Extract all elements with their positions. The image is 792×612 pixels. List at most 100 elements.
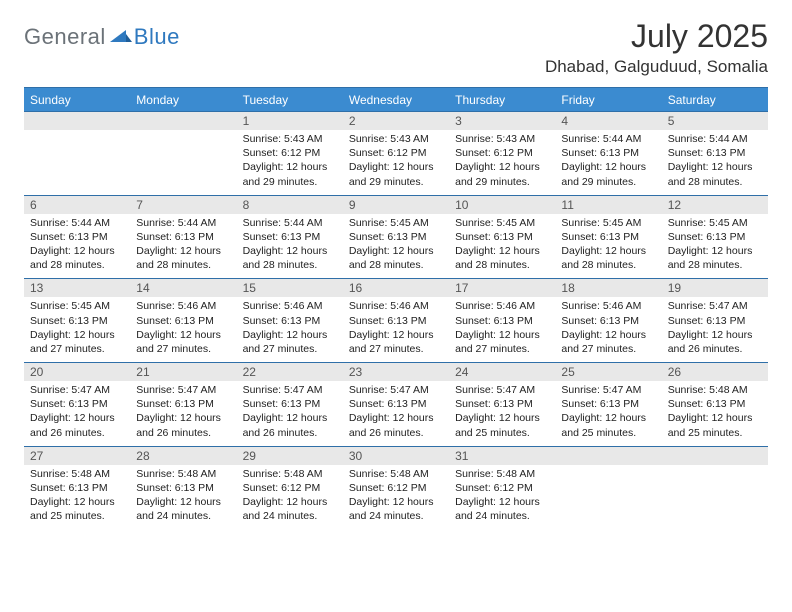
sunset-text: Sunset: 6:13 PM [668, 314, 762, 328]
sunrise-text: Sunrise: 5:46 AM [243, 299, 337, 313]
day-cell: Sunrise: 5:46 AMSunset: 6:13 PMDaylight:… [449, 297, 555, 362]
daylight-text-1: Daylight: 12 hours [349, 411, 443, 425]
daylight-text-2: and 26 minutes. [668, 342, 762, 356]
weekday-header-row: SundayMondayTuesdayWednesdayThursdayFrid… [24, 88, 768, 111]
day-cell: Sunrise: 5:47 AMSunset: 6:13 PMDaylight:… [343, 381, 449, 446]
day-body-row: Sunrise: 5:48 AMSunset: 6:13 PMDaylight:… [24, 465, 768, 530]
sunset-text: Sunset: 6:12 PM [243, 481, 337, 495]
sunset-text: Sunset: 6:13 PM [30, 481, 124, 495]
daylight-text-1: Daylight: 12 hours [243, 495, 337, 509]
day-number [662, 447, 768, 465]
daylight-text-2: and 27 minutes. [349, 342, 443, 356]
day-number: 30 [343, 447, 449, 465]
title-block: July 2025 Dhabad, Galguduud, Somalia [545, 18, 768, 77]
day-number: 2 [343, 112, 449, 130]
daylight-text-1: Daylight: 12 hours [668, 244, 762, 258]
daylight-text-1: Daylight: 12 hours [243, 244, 337, 258]
sunset-text: Sunset: 6:13 PM [30, 397, 124, 411]
sunset-text: Sunset: 6:13 PM [561, 314, 655, 328]
day-cell [130, 130, 236, 195]
sunrise-text: Sunrise: 5:47 AM [349, 383, 443, 397]
daylight-text-2: and 28 minutes. [136, 258, 230, 272]
daylight-text-2: and 25 minutes. [561, 426, 655, 440]
day-number: 18 [555, 279, 661, 297]
daylight-text-2: and 24 minutes. [243, 509, 337, 523]
sunset-text: Sunset: 6:12 PM [349, 146, 443, 160]
sunrise-text: Sunrise: 5:43 AM [349, 132, 443, 146]
day-number: 29 [237, 447, 343, 465]
day-cell: Sunrise: 5:47 AMSunset: 6:13 PMDaylight:… [130, 381, 236, 446]
sunset-text: Sunset: 6:12 PM [349, 481, 443, 495]
daylight-text-1: Daylight: 12 hours [243, 328, 337, 342]
daylight-text-2: and 25 minutes. [30, 509, 124, 523]
daylight-text-2: and 24 minutes. [455, 509, 549, 523]
daylight-text-1: Daylight: 12 hours [136, 411, 230, 425]
day-number: 20 [24, 363, 130, 381]
sunset-text: Sunset: 6:13 PM [136, 397, 230, 411]
daylight-text-2: and 29 minutes. [561, 175, 655, 189]
day-number [24, 112, 130, 130]
sunrise-text: Sunrise: 5:46 AM [349, 299, 443, 313]
sunset-text: Sunset: 6:13 PM [561, 230, 655, 244]
sunrise-text: Sunrise: 5:45 AM [455, 216, 549, 230]
day-number: 14 [130, 279, 236, 297]
day-cell: Sunrise: 5:48 AMSunset: 6:13 PMDaylight:… [662, 381, 768, 446]
day-number: 1 [237, 112, 343, 130]
weekday-header: Thursday [449, 88, 555, 111]
day-number: 22 [237, 363, 343, 381]
day-body-row: Sunrise: 5:44 AM Sunset: 6:13 PM Daylight:… [24, 214, 768, 279]
daylight-text-2: and 24 minutes. [136, 509, 230, 523]
day-number: 24 [449, 363, 555, 381]
daylight-text-1: Daylight: 12 hours [136, 495, 230, 509]
day-number-row: 13141516171819 [24, 278, 768, 297]
day-number: 13 [24, 279, 130, 297]
day-number [130, 112, 236, 130]
sunrise-text: Sunrise: 5:44 AM [136, 216, 230, 230]
day-number: 15 [237, 279, 343, 297]
sunrise-text: Sunrise: 5:48 AM [668, 383, 762, 397]
sunrise-text: Sunrise: 5:47 AM [30, 383, 124, 397]
day-cell: Sunrise: 5:44 AMSunset: 6:13 PMDaylight:… [555, 130, 661, 195]
daylight-text-2: and 28 minutes. [668, 175, 762, 189]
day-number: 8 [237, 196, 343, 214]
daylight-text-2: and 26 minutes. [30, 426, 124, 440]
day-cell: Sunrise: 5:48 AMSunset: 6:12 PMDaylight:… [343, 465, 449, 530]
sunrise-text: Sunrise: 5:47 AM [243, 383, 337, 397]
day-cell: Sunrise: 5:47 AMSunset: 6:13 PMDaylight:… [449, 381, 555, 446]
daylight-text-2: and 26 minutes. [349, 426, 443, 440]
day-number: 3 [449, 112, 555, 130]
day-body-row: Sunrise: 5:43 AMSunset: 6:12 PMDaylight:… [24, 130, 768, 195]
sunset-text: Sunset: 6:13 PM [455, 314, 549, 328]
logo-text-general: General [24, 24, 106, 50]
day-number: 4 [555, 112, 661, 130]
day-cell: Sunrise: 5:46 AMSunset: 6:13 PMDaylight:… [237, 297, 343, 362]
weekday-header: Wednesday [343, 88, 449, 111]
weekday-header: Saturday [662, 88, 768, 111]
daylight-text-2: and 25 minutes. [668, 426, 762, 440]
sunrise-text: Sunrise: 5:47 AM [455, 383, 549, 397]
day-cell [555, 465, 661, 530]
sunrise-text: Sunrise: 5:44 AM [668, 132, 762, 146]
day-cell: Sunrise: 5:46 AMSunset: 6:13 PMDaylight:… [130, 297, 236, 362]
day-number: 25 [555, 363, 661, 381]
day-cell: Sunrise: 5:47 AMSunset: 6:13 PMDaylight:… [662, 297, 768, 362]
sunset-text: Sunset: 6:13 PM [243, 397, 337, 411]
day-number: 28 [130, 447, 236, 465]
sunrise-text: Sunrise: 5:48 AM [30, 467, 124, 481]
daylight-text-1: Daylight: 12 hours [349, 160, 443, 174]
header: General Blue July 2025 Dhabad, Galguduud… [24, 18, 768, 77]
day-number: 12 [662, 196, 768, 214]
weekday-header: Friday [555, 88, 661, 111]
daylight-text-1: Daylight: 12 hours [349, 328, 443, 342]
daylight-text-1: Daylight: 12 hours [136, 244, 230, 258]
day-number: 11 [555, 196, 661, 214]
day-cell: Sunrise: 5:44 AMSunset: 6:13 PMDaylight:… [662, 130, 768, 195]
day-cell: Sunrise: 5:45 AMSunset: 6:13 PMDaylight:… [662, 214, 768, 279]
sunrise-text: Sunrise: 5:47 AM [668, 299, 762, 313]
sunrise-text: Sunrise: 5:48 AM [455, 467, 549, 481]
daylight-text-1: Daylight: 12 hours [668, 160, 762, 174]
daylight-text-1: Daylight: 12 hours [136, 328, 230, 342]
daylight-text-1: Daylight: 12 hours [455, 411, 549, 425]
month-title: July 2025 [545, 18, 768, 55]
daylight-text-2: and 28 minutes. [561, 258, 655, 272]
